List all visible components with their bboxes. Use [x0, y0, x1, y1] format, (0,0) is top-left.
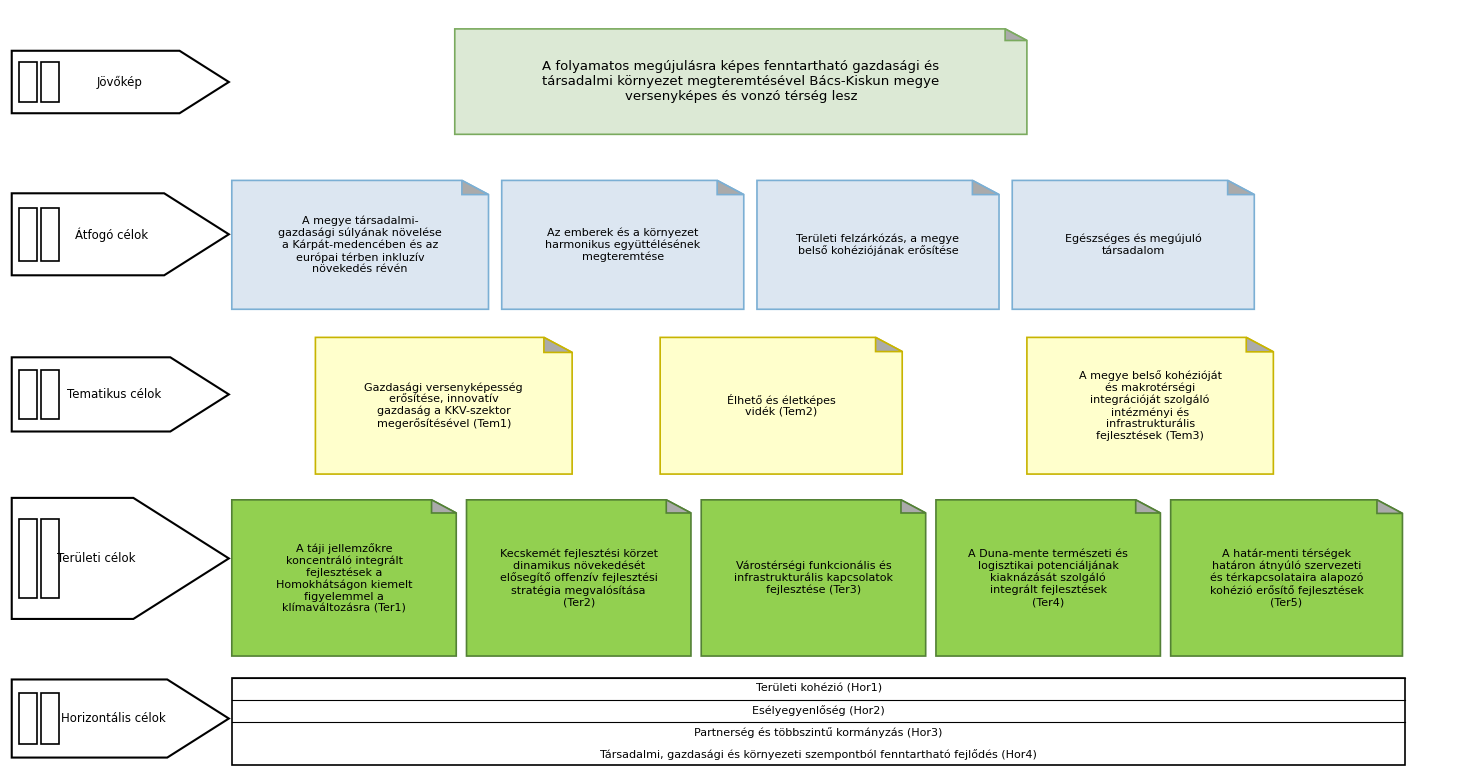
Polygon shape — [462, 180, 489, 194]
Text: Élhető és életképes
vidék (Tem2): Élhető és életképes vidék (Tem2) — [726, 394, 836, 418]
Text: Kecskemét fejlesztési körzet
dinamikus növekedését
elősegítő offenzív fejlesztés: Kecskemét fejlesztési körzet dinamikus n… — [500, 548, 657, 608]
FancyBboxPatch shape — [19, 694, 37, 744]
Text: Jövőkép: Jövőkép — [97, 76, 142, 88]
Polygon shape — [232, 500, 456, 656]
Text: Területi kohézió (Hor1): Területi kohézió (Hor1) — [756, 684, 882, 694]
FancyBboxPatch shape — [19, 208, 37, 261]
Polygon shape — [544, 337, 572, 352]
Text: A megye belső kohézióját
és makrotérségi
integrációját szolgáló
intézményi és
in: A megye belső kohézióját és makrotérségi… — [1078, 370, 1222, 441]
Polygon shape — [455, 29, 1027, 134]
Polygon shape — [12, 194, 229, 276]
Polygon shape — [1247, 337, 1273, 351]
Text: Horizontális célok: Horizontális célok — [60, 712, 166, 725]
FancyBboxPatch shape — [19, 519, 37, 597]
Text: Az emberek és a környezet
harmonikus együttélésének
megteremtése: Az emberek és a környezet harmonikus egy… — [546, 227, 700, 262]
Polygon shape — [1228, 180, 1254, 194]
Text: Területi felzárkózás, a megye
belső kohéziójának erősítése: Területi felzárkózás, a megye belső kohé… — [797, 234, 959, 256]
Polygon shape — [1012, 180, 1254, 309]
Text: Területi célok: Területi célok — [57, 552, 135, 565]
Polygon shape — [1005, 29, 1027, 41]
Polygon shape — [973, 180, 999, 194]
Text: Egészséges és megújuló
társadalom: Egészséges és megújuló társadalom — [1065, 234, 1201, 256]
Polygon shape — [1135, 500, 1160, 513]
FancyBboxPatch shape — [41, 370, 59, 419]
Polygon shape — [431, 500, 456, 513]
Polygon shape — [701, 500, 926, 656]
Polygon shape — [12, 679, 229, 758]
Polygon shape — [502, 180, 744, 309]
Text: Esélyegyenlőség (Hor2): Esélyegyenlőség (Hor2) — [753, 705, 885, 716]
Polygon shape — [876, 337, 902, 351]
Text: Partnerség és többszintű kormányzás (Hor3): Partnerség és többszintű kormányzás (Hor… — [694, 727, 943, 738]
Polygon shape — [1378, 500, 1402, 513]
FancyBboxPatch shape — [41, 694, 59, 744]
Polygon shape — [467, 500, 691, 656]
Text: Társadalmi, gazdasági és környezeti szempontból fenntartható fejlődés (Hor4): Társadalmi, gazdasági és környezeti szem… — [600, 749, 1037, 760]
Polygon shape — [12, 358, 229, 431]
FancyBboxPatch shape — [19, 370, 37, 419]
FancyBboxPatch shape — [19, 62, 37, 102]
Polygon shape — [660, 337, 902, 474]
Polygon shape — [1171, 500, 1402, 656]
FancyBboxPatch shape — [41, 519, 59, 597]
Polygon shape — [717, 180, 744, 194]
Text: A Duna-mente természeti és
logisztikai potenciáljának
kiaknázását szolgáló
integ: A Duna-mente természeti és logisztikai p… — [968, 549, 1128, 607]
Polygon shape — [315, 337, 572, 474]
Text: A folyamatos megújulásra képes fenntartható gazdasági és
társadalmi környezet me: A folyamatos megújulásra képes fenntarth… — [543, 60, 939, 103]
Polygon shape — [666, 500, 691, 513]
FancyBboxPatch shape — [41, 62, 59, 102]
Text: Gazdasági versenyképesség
erősítése, innovatív
gazdaság a KKV-szektor
megerősíté: Gazdasági versenyképesség erősítése, inn… — [364, 382, 524, 430]
Polygon shape — [12, 51, 229, 113]
Text: Várostérségi funkcionális és
infrastrukturális kapcsolatok
fejlesztése (Ter3): Várostérségi funkcionális és infrastrukt… — [734, 561, 893, 595]
FancyBboxPatch shape — [232, 678, 1405, 765]
Text: Átfogó célok: Átfogó célok — [75, 227, 148, 241]
Text: Tematikus célok: Tematikus célok — [67, 388, 161, 401]
Text: A határ-menti térségek
határon átnyúló szervezeti
és térkapcsolataira alapozó
ko: A határ-menti térségek határon átnyúló s… — [1210, 548, 1363, 608]
Polygon shape — [757, 180, 999, 309]
Polygon shape — [232, 180, 489, 309]
Text: A táji jellemzőkre
koncentráló integrált
fejlesztések a
Homokhátságon kiemelt
fi: A táji jellemzőkre koncentráló integrált… — [276, 543, 412, 613]
Polygon shape — [12, 498, 229, 619]
Polygon shape — [936, 500, 1160, 656]
Polygon shape — [1027, 337, 1273, 474]
FancyBboxPatch shape — [41, 208, 59, 261]
Text: A megye társadalmi-
gazdasági súlyának növelése
a Kárpát-medencében és az
európa: A megye társadalmi- gazdasági súlyának n… — [279, 216, 442, 274]
Polygon shape — [901, 500, 926, 513]
